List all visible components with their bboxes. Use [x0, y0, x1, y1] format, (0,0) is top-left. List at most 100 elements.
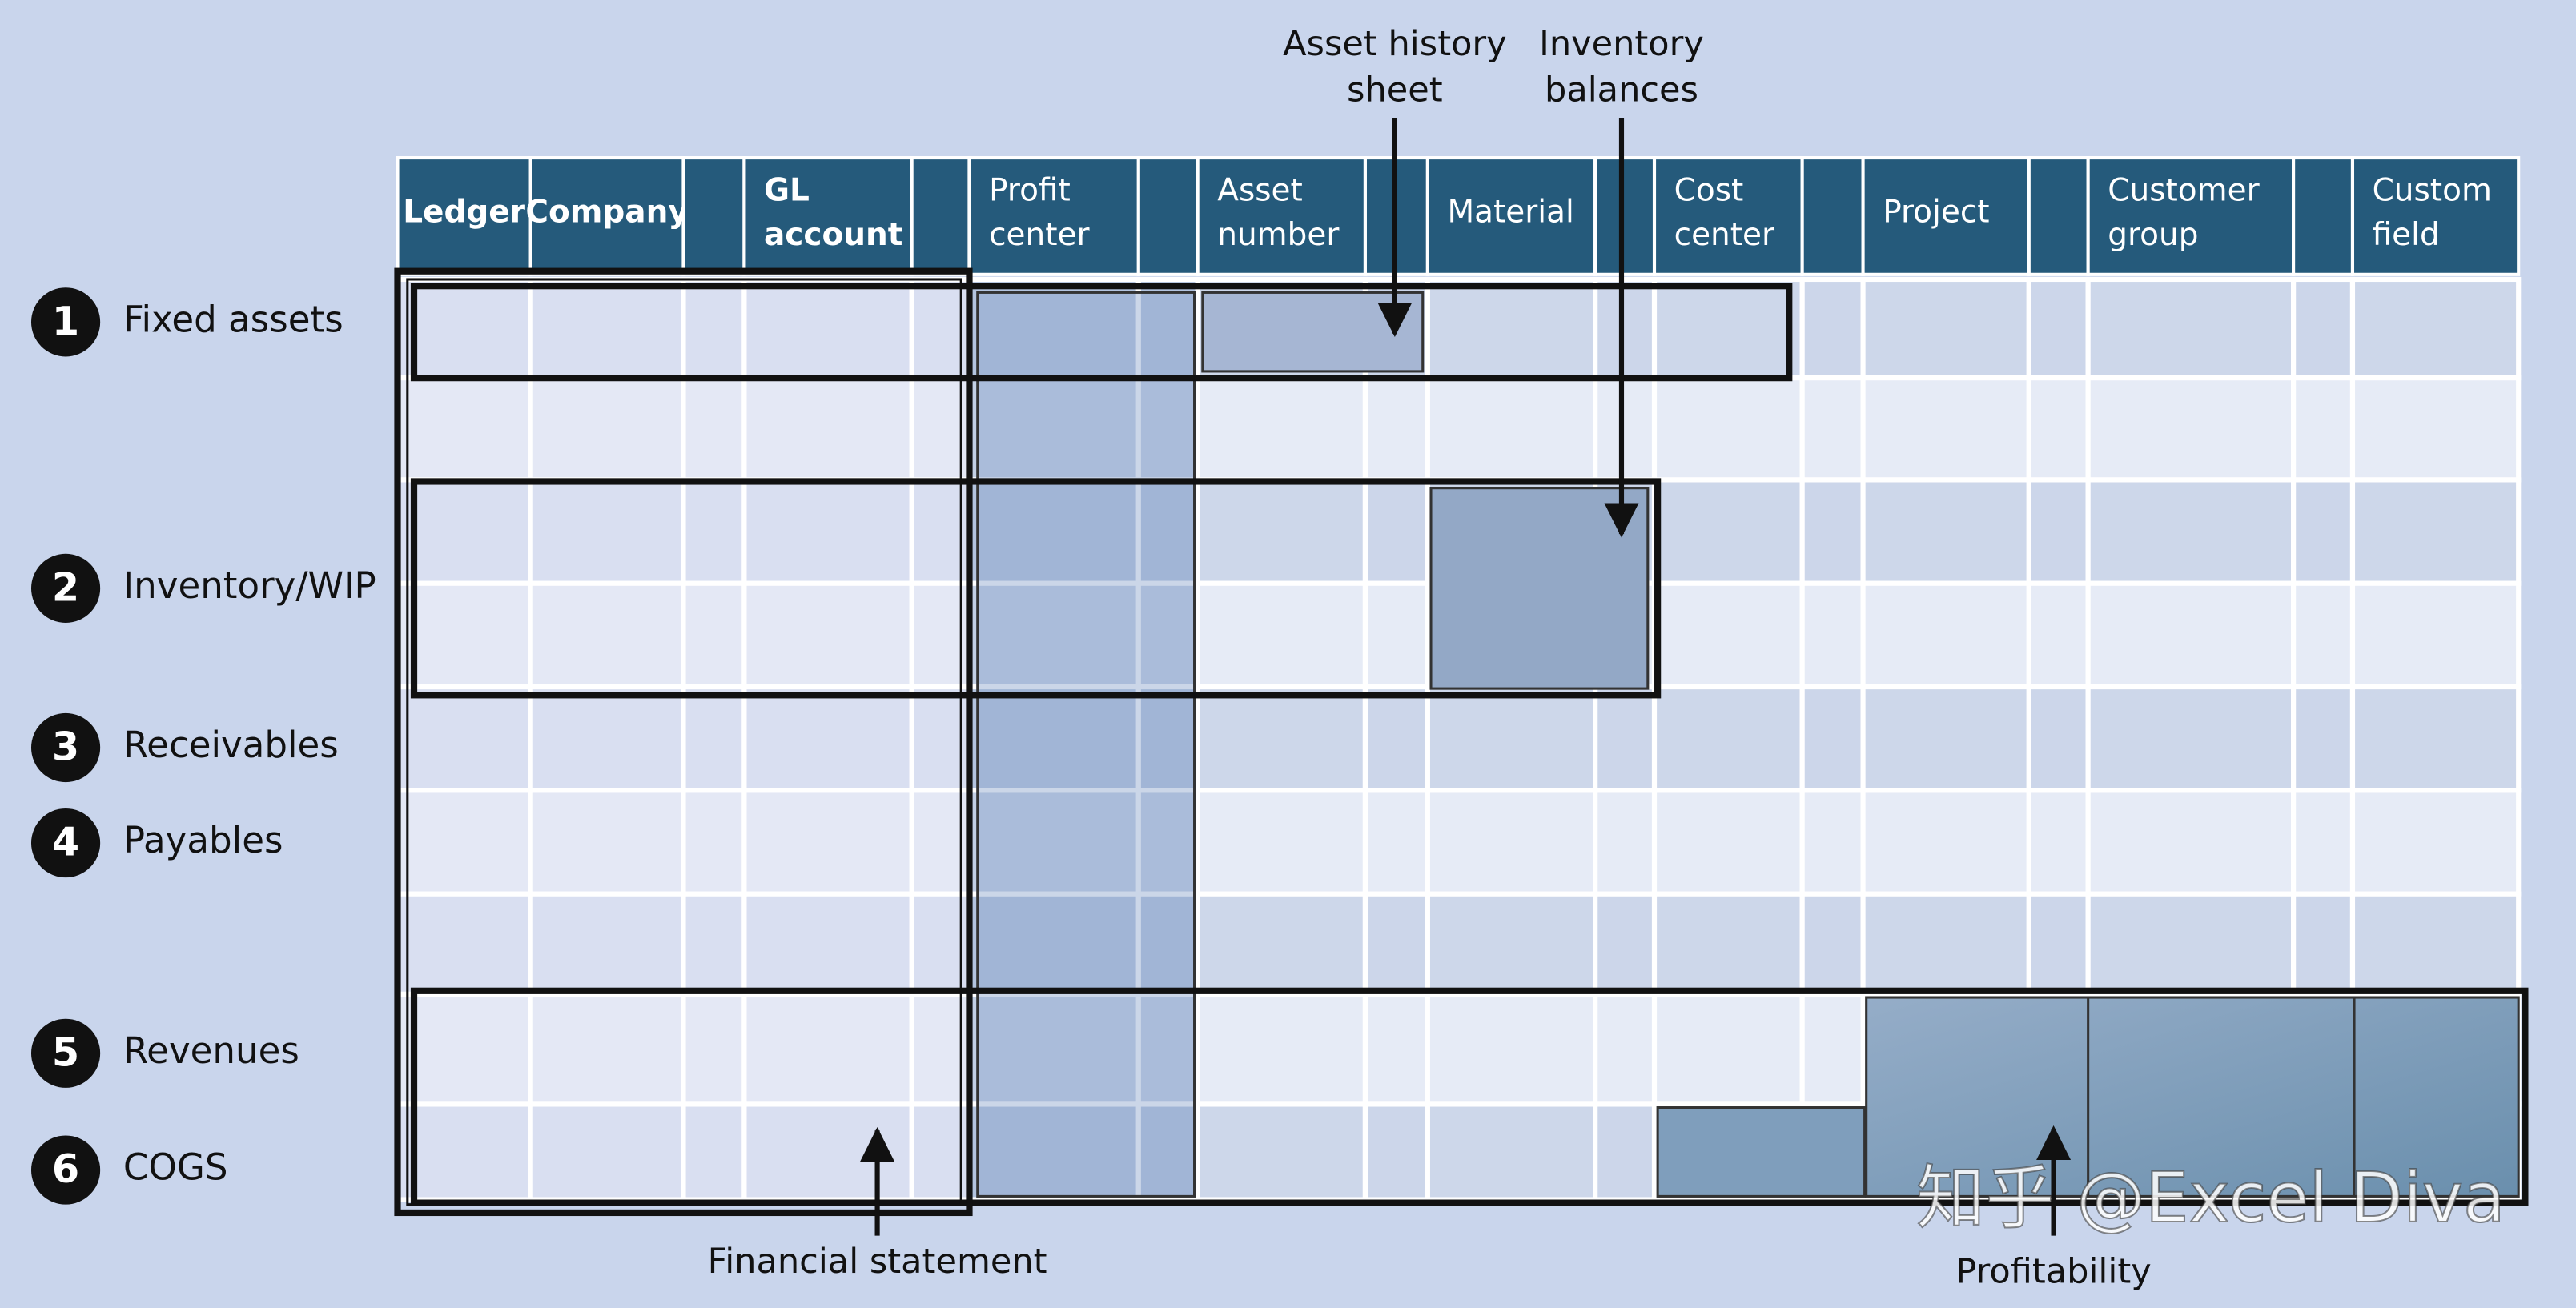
column-header: Material — [1448, 194, 1574, 230]
column-header: Project — [1883, 194, 1989, 230]
cell — [2026, 684, 2091, 793]
column-header: GL — [764, 173, 810, 209]
header-cell — [1800, 156, 1865, 276]
cell — [1425, 991, 1598, 1107]
cell — [741, 375, 914, 483]
cell — [1651, 891, 1805, 997]
cell — [681, 891, 747, 997]
cell — [681, 276, 747, 381]
row-label: Fixed assets — [123, 298, 344, 340]
cell — [1799, 891, 1866, 997]
cell — [681, 477, 747, 586]
cell — [395, 276, 533, 381]
watermark: 知乎 @Excel Diva — [1916, 1158, 2506, 1238]
cell — [1195, 375, 1368, 483]
cell — [1860, 580, 2031, 690]
cell — [741, 477, 914, 586]
cell — [528, 891, 686, 997]
cell — [2085, 788, 2297, 897]
cell — [2349, 891, 2522, 997]
cell — [2085, 684, 2297, 793]
inventory-box — [410, 478, 1662, 699]
column-header: Custom — [2373, 173, 2492, 209]
row-label: Revenues — [123, 1029, 299, 1072]
cell — [1362, 1101, 1430, 1202]
cell — [528, 375, 686, 483]
annotation: Inventory — [1539, 24, 1704, 64]
cell — [528, 580, 686, 690]
financial-inner-box — [406, 278, 962, 1206]
row-number-badge — [30, 1135, 101, 1205]
annotation: Profitability — [1955, 1251, 2151, 1291]
column-header: center — [1674, 217, 1775, 253]
highlights — [394, 118, 2529, 1236]
cell — [1593, 1101, 1658, 1202]
column-header: center — [989, 217, 1090, 253]
cell — [1195, 477, 1368, 586]
cell — [741, 580, 914, 690]
cell — [741, 684, 914, 793]
profitability-highlight — [1865, 996, 2520, 1198]
cell — [741, 788, 914, 897]
row-number: 1 — [52, 298, 79, 344]
cell — [1860, 891, 2031, 997]
financial-box — [394, 267, 973, 1217]
cell — [1135, 684, 1200, 793]
cell — [1362, 375, 1430, 483]
cell — [2291, 276, 2356, 381]
cell — [1195, 788, 1368, 897]
cell — [1799, 684, 1866, 793]
header-cell — [2350, 156, 2521, 276]
cell — [2026, 375, 2091, 483]
row-number: 2 — [52, 564, 79, 610]
cell — [2026, 477, 2091, 586]
row-number-badge — [30, 1018, 101, 1088]
cell — [1425, 1101, 1598, 1202]
cell — [741, 276, 914, 381]
cell — [1651, 477, 1805, 586]
header-cell — [1652, 156, 1804, 276]
header-cell — [1196, 156, 1367, 276]
header-cell — [2086, 156, 2296, 276]
annotation: sheet — [1347, 70, 1443, 110]
cell — [681, 580, 747, 690]
cell — [1362, 477, 1430, 586]
cell — [1799, 991, 1866, 1107]
cell — [2349, 580, 2522, 690]
cell — [395, 991, 533, 1107]
cell — [528, 684, 686, 793]
cell — [2291, 375, 2356, 483]
cell — [528, 788, 686, 897]
cell — [1362, 891, 1430, 997]
column-header: account — [764, 217, 902, 253]
cell — [2349, 788, 2522, 897]
cell — [1799, 477, 1866, 586]
cost-center-highlight — [1656, 1106, 1867, 1198]
cell — [1593, 991, 1658, 1107]
row-label: Payables — [123, 819, 283, 861]
row-number: 6 — [52, 1146, 79, 1192]
cell — [1425, 276, 1598, 381]
header-cell — [967, 156, 1140, 276]
cell — [1799, 788, 1866, 897]
header-cell — [1593, 156, 1657, 276]
cell — [1425, 788, 1598, 897]
cell — [395, 891, 533, 997]
cell — [2026, 276, 2091, 381]
row-label: COGS — [123, 1146, 228, 1189]
cell — [1651, 375, 1805, 483]
row-number: 3 — [52, 724, 79, 770]
cell — [2085, 477, 2297, 586]
cell — [1593, 375, 1658, 483]
annotation: balances — [1545, 70, 1698, 110]
header-cell — [2292, 156, 2355, 276]
cell — [1651, 276, 1805, 381]
column-header: Asset — [1217, 173, 1303, 209]
cell — [2349, 477, 2522, 586]
column-header: number — [1217, 217, 1340, 253]
cell — [1195, 580, 1368, 690]
profit-center-highlight — [976, 291, 1196, 1198]
cell — [2349, 684, 2522, 793]
cell — [681, 1101, 747, 1202]
